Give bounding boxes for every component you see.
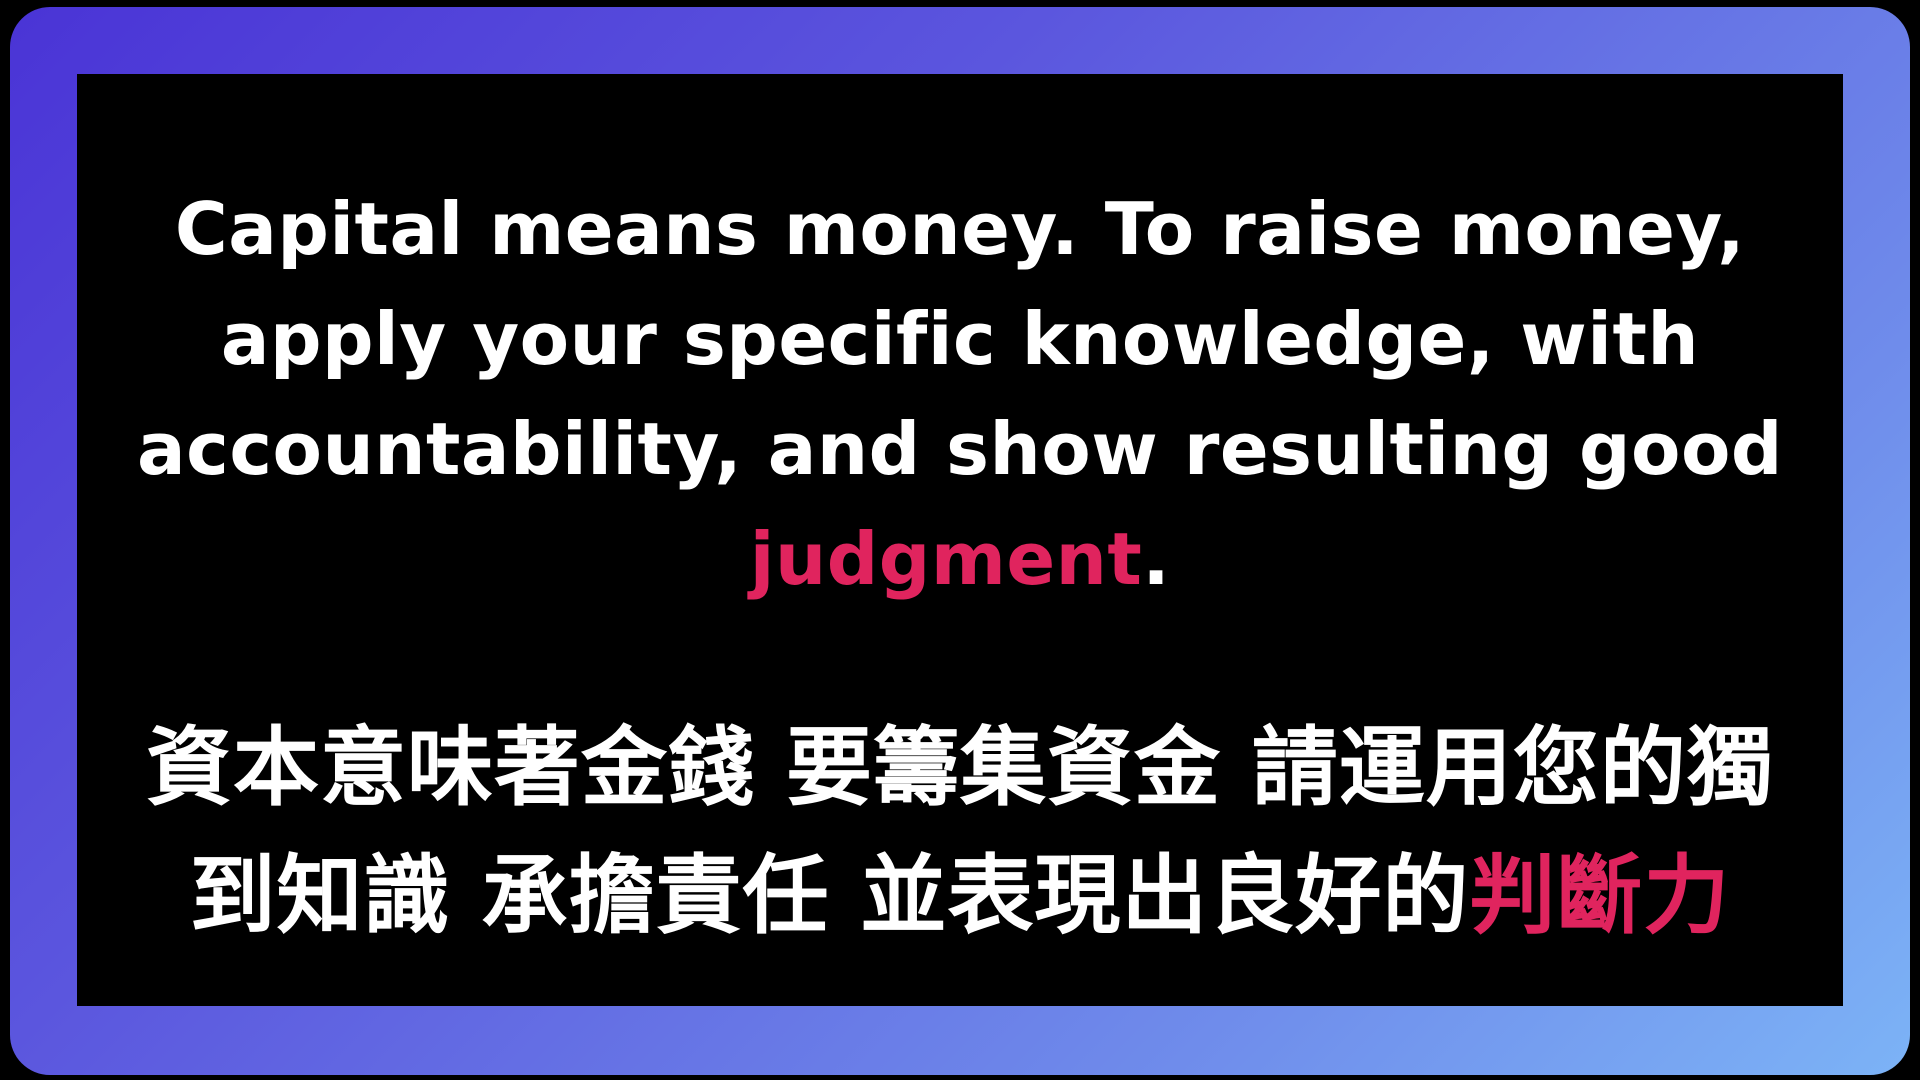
english-line-3: accountability, and show resulting good <box>137 407 1783 491</box>
english-line-1: Capital means money. To raise money, <box>174 187 1746 271</box>
chinese-quote: 資本意味著金錢 要籌集資金 請運用您的獨 到知識 承擔責任 並表現出良好的判斷力 <box>137 704 1783 960</box>
chinese-line-2-text: 到知識 承擔責任 並表現出良好的 <box>189 846 1470 946</box>
chinese-highlight-word: 判斷力 <box>1469 846 1731 946</box>
chinese-line-2: 到知識 承擔責任 並表現出良好的判斷力 <box>137 832 1783 960</box>
quote-text-block: Capital means money. To raise money, app… <box>77 74 1843 1006</box>
english-highlight-word: judgment <box>749 517 1143 601</box>
english-trailing-period: . <box>1142 517 1171 601</box>
english-quote: Capital means money. To raise money, app… <box>137 174 1783 614</box>
chinese-line-1: 資本意味著金錢 要籌集資金 請運用您的獨 <box>146 718 1774 818</box>
quote-panel: Capital means money. To raise money, app… <box>77 74 1843 1006</box>
english-line-4: judgment. <box>137 504 1783 614</box>
english-line-2: apply your specific knowledge, with <box>220 297 1700 381</box>
